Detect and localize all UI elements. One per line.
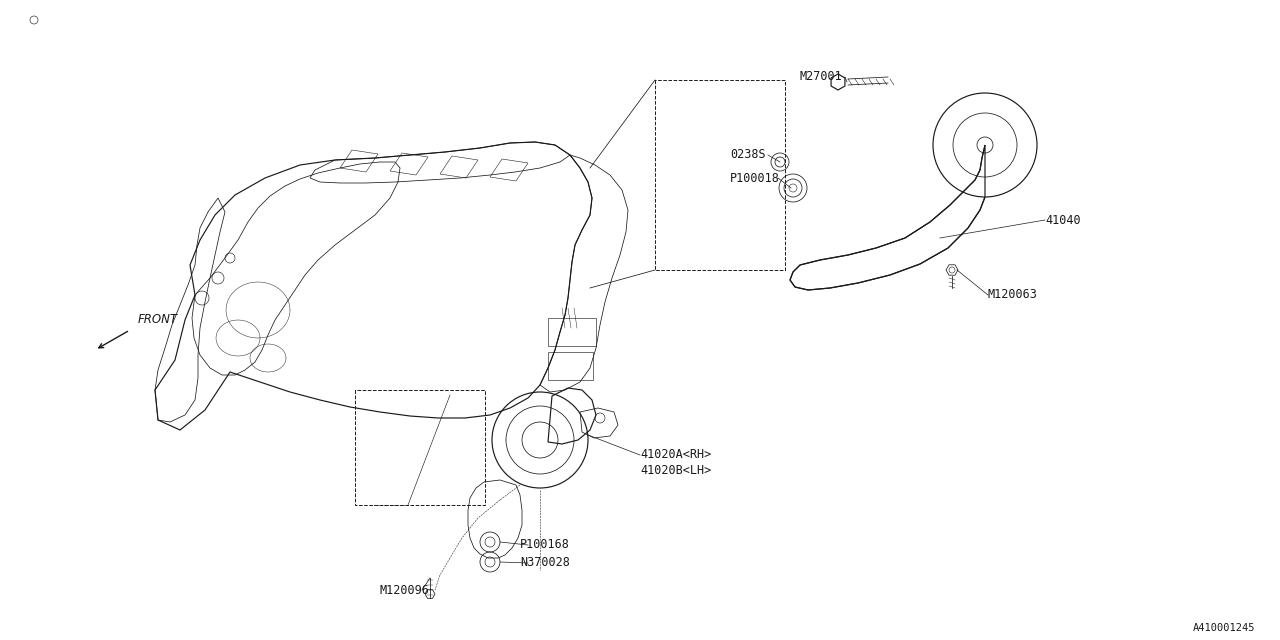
Text: 0238S: 0238S (730, 148, 765, 161)
Text: M120096: M120096 (380, 584, 430, 596)
Text: M27001: M27001 (800, 70, 842, 83)
Text: A410001245: A410001245 (1193, 623, 1254, 633)
Text: FRONT: FRONT (138, 313, 178, 326)
Text: 41020A<RH>: 41020A<RH> (640, 449, 712, 461)
Text: 41040: 41040 (1044, 214, 1080, 227)
Bar (548, 352, 593, 380)
Text: P100168: P100168 (520, 538, 570, 552)
Text: N370028: N370028 (520, 557, 570, 570)
Text: P100018: P100018 (730, 172, 780, 184)
Bar (548, 318, 596, 346)
Text: M120063: M120063 (988, 289, 1038, 301)
Text: 41020B<LH>: 41020B<LH> (640, 463, 712, 477)
